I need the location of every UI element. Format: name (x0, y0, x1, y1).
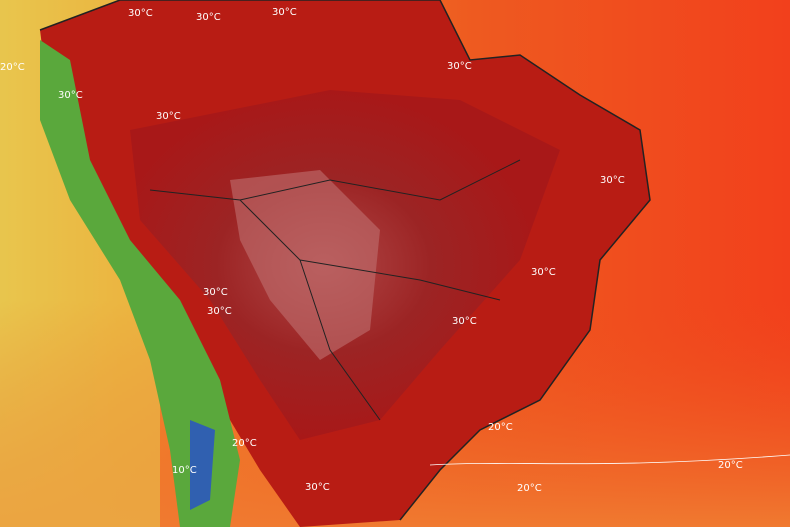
contour-label: 20°C (488, 422, 513, 433)
contour-labels: 30°C 30°C 30°C 30°C 30°C 30°C 30°C 30°C 30°C 30°C… (0, 7, 743, 494)
contour-label: 30°C (207, 306, 232, 317)
contour-label: 20°C (0, 62, 25, 73)
contour-label: 30°C (531, 267, 556, 278)
contour-label: 20°C (232, 438, 257, 449)
andes (40, 40, 240, 527)
contour-label: 20°C (718, 460, 743, 471)
contour-label: 30°C (447, 61, 472, 72)
contour-label: 30°C (305, 482, 330, 493)
contour-label: 30°C (203, 287, 228, 298)
coastline (39, 0, 651, 521)
contour-label: 30°C (58, 90, 83, 101)
contour-label: 30°C (128, 8, 153, 19)
contour-label: 30°C (156, 111, 181, 122)
contour-label: 30°C (452, 316, 477, 327)
core (230, 170, 380, 360)
contour-label: 30°C (600, 175, 625, 186)
contour-label: 30°C (272, 7, 297, 18)
contour-label: 10°C (172, 465, 197, 476)
borders (149, 159, 521, 421)
contour-label: 20°C (517, 483, 542, 494)
andes-cold (190, 420, 215, 510)
isotherm (429, 454, 790, 466)
contour-label: 30°C (196, 12, 221, 23)
